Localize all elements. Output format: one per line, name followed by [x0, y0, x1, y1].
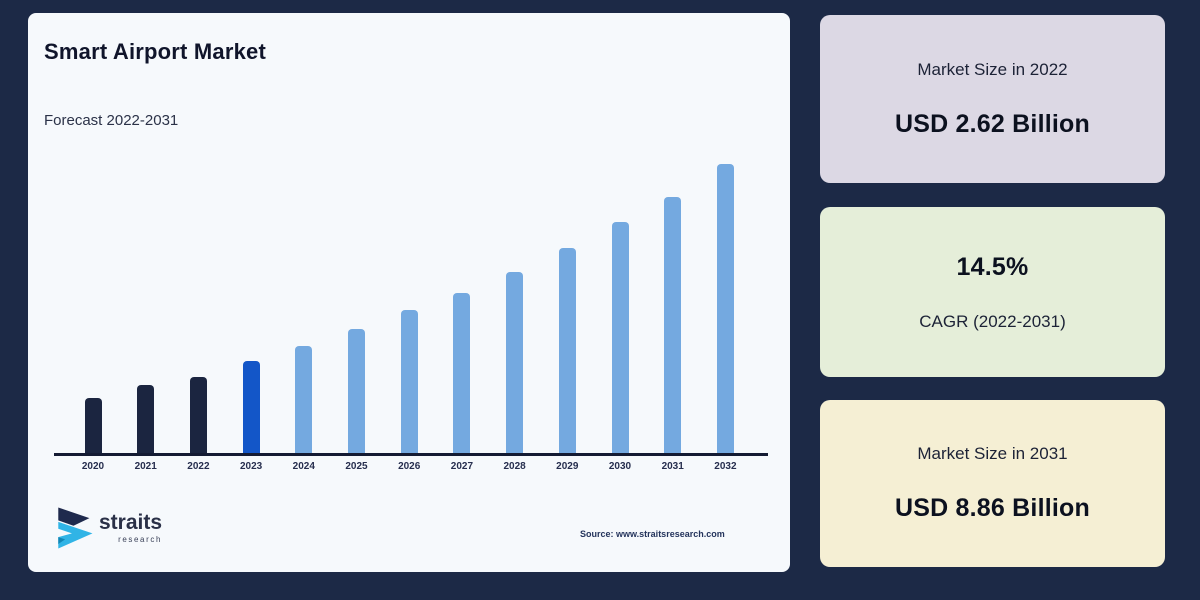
bar-2025	[348, 329, 365, 453]
market-size-2022-card: Market Size in 2022 USD 2.62 Billion	[820, 15, 1165, 183]
market-size-2022-card-label: Market Size in 2022	[917, 59, 1068, 79]
logo-name: straits	[99, 511, 163, 534]
chart-subtitle: Forecast 2022-2031	[44, 112, 179, 129]
page-title: Smart Airport Market	[44, 39, 267, 64]
x-tick-2025: 2025	[345, 461, 368, 472]
straits-research-logo: straits research	[56, 505, 162, 551]
bar-2027	[453, 293, 471, 453]
x-tick-2029: 2029	[556, 461, 579, 472]
bar-2032	[716, 164, 734, 453]
bar-2028	[506, 272, 524, 453]
x-tick-2021: 2021	[134, 461, 157, 472]
x-tick-2032: 2032	[714, 461, 737, 472]
bar-2026	[400, 310, 418, 453]
market-size-2022-card-value: USD 2.62 Billion	[895, 109, 1090, 138]
bar-2024	[295, 346, 313, 453]
x-tick-2028: 2028	[503, 461, 526, 472]
bar-2023	[242, 361, 260, 453]
market-size-2031-card-value: USD 8.86 Billion	[895, 494, 1090, 522]
bar-2021	[137, 385, 155, 453]
straits-arrow-icon	[58, 507, 93, 549]
x-tick-2024: 2024	[292, 461, 315, 472]
bar-2020	[84, 398, 102, 453]
market-size-2031-card: Market Size in 2031 USD 8.86 Billion	[820, 400, 1165, 567]
x-tick-2030: 2030	[608, 461, 632, 472]
x-tick-2026: 2026	[398, 461, 421, 472]
x-tick-2027: 2027	[450, 461, 474, 472]
logo-wordmark: straits research	[99, 512, 162, 544]
x-tick-2022: 2022	[187, 461, 210, 472]
chart-card: Smart Airport Market Forecast 2022-2031 …	[28, 13, 790, 572]
x-tick-2023: 2023	[239, 461, 263, 472]
cagr-card: 14.5% CAGR (2022-2031)	[820, 207, 1165, 377]
bar-chart: 2020 2021 2022 2023 2024 2025 2026 2027 2028 2029…	[28, 13, 790, 572]
market-size-2031-card-label: Market Size in 2031	[917, 444, 1068, 463]
cagr-card-label: CAGR (2022-2031)	[919, 311, 1066, 331]
x-axis-line	[54, 453, 768, 456]
x-tick-2031: 2031	[661, 461, 684, 472]
source-text: Source: www.straitsresearch.com	[580, 529, 725, 539]
bar-2031	[664, 197, 682, 453]
bar-2029	[558, 248, 576, 453]
bar-2022	[189, 377, 207, 453]
logo-subtitle: research	[118, 535, 163, 544]
x-tick-2020: 2020	[81, 461, 105, 472]
bar-2030	[611, 222, 629, 453]
cagr-card-value: 14.5%	[956, 252, 1029, 281]
